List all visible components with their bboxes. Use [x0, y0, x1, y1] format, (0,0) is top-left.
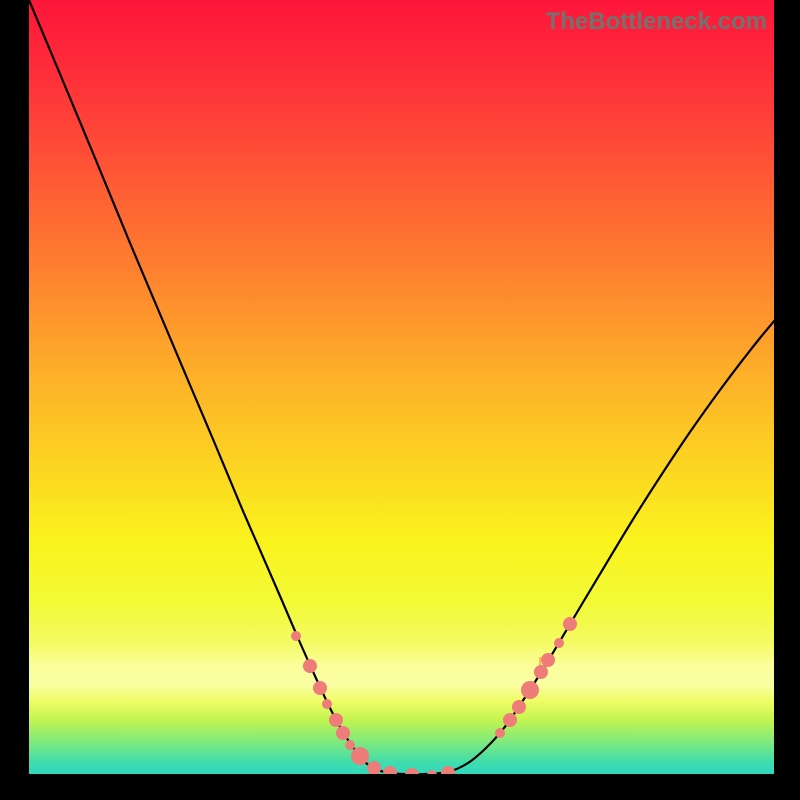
data-marker: [291, 631, 301, 641]
chart-svg: [29, 0, 774, 774]
watermark-text: TheBottleneck.com: [546, 8, 767, 36]
data-marker: [383, 766, 397, 774]
data-marker: [336, 726, 350, 740]
data-marker: [554, 638, 564, 648]
data-marker: [512, 700, 526, 714]
data-marker: [303, 659, 317, 673]
data-marker: [541, 653, 555, 667]
data-marker: [495, 728, 505, 738]
data-marker: [351, 747, 369, 765]
data-marker: [534, 665, 548, 679]
data-marker: [345, 740, 355, 750]
data-marker: [563, 617, 577, 631]
data-marker: [367, 761, 381, 774]
data-marker: [329, 713, 343, 727]
curve-path: [29, 0, 774, 774]
data-marker: [441, 766, 455, 774]
frame-bottom: [0, 774, 800, 800]
plot-area: [29, 0, 774, 774]
data-marker: [503, 713, 517, 727]
frame-left: [0, 0, 29, 800]
marker-group: [291, 617, 577, 774]
frame-right: [774, 0, 800, 800]
data-marker: [322, 699, 332, 709]
data-marker: [313, 681, 327, 695]
data-marker: [521, 681, 539, 699]
